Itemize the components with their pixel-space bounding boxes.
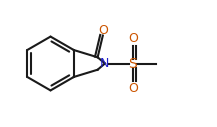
Text: O: O xyxy=(98,24,108,37)
Text: O: O xyxy=(128,82,138,95)
Text: N: N xyxy=(100,57,110,70)
Text: S: S xyxy=(128,57,137,70)
Text: O: O xyxy=(128,32,138,45)
